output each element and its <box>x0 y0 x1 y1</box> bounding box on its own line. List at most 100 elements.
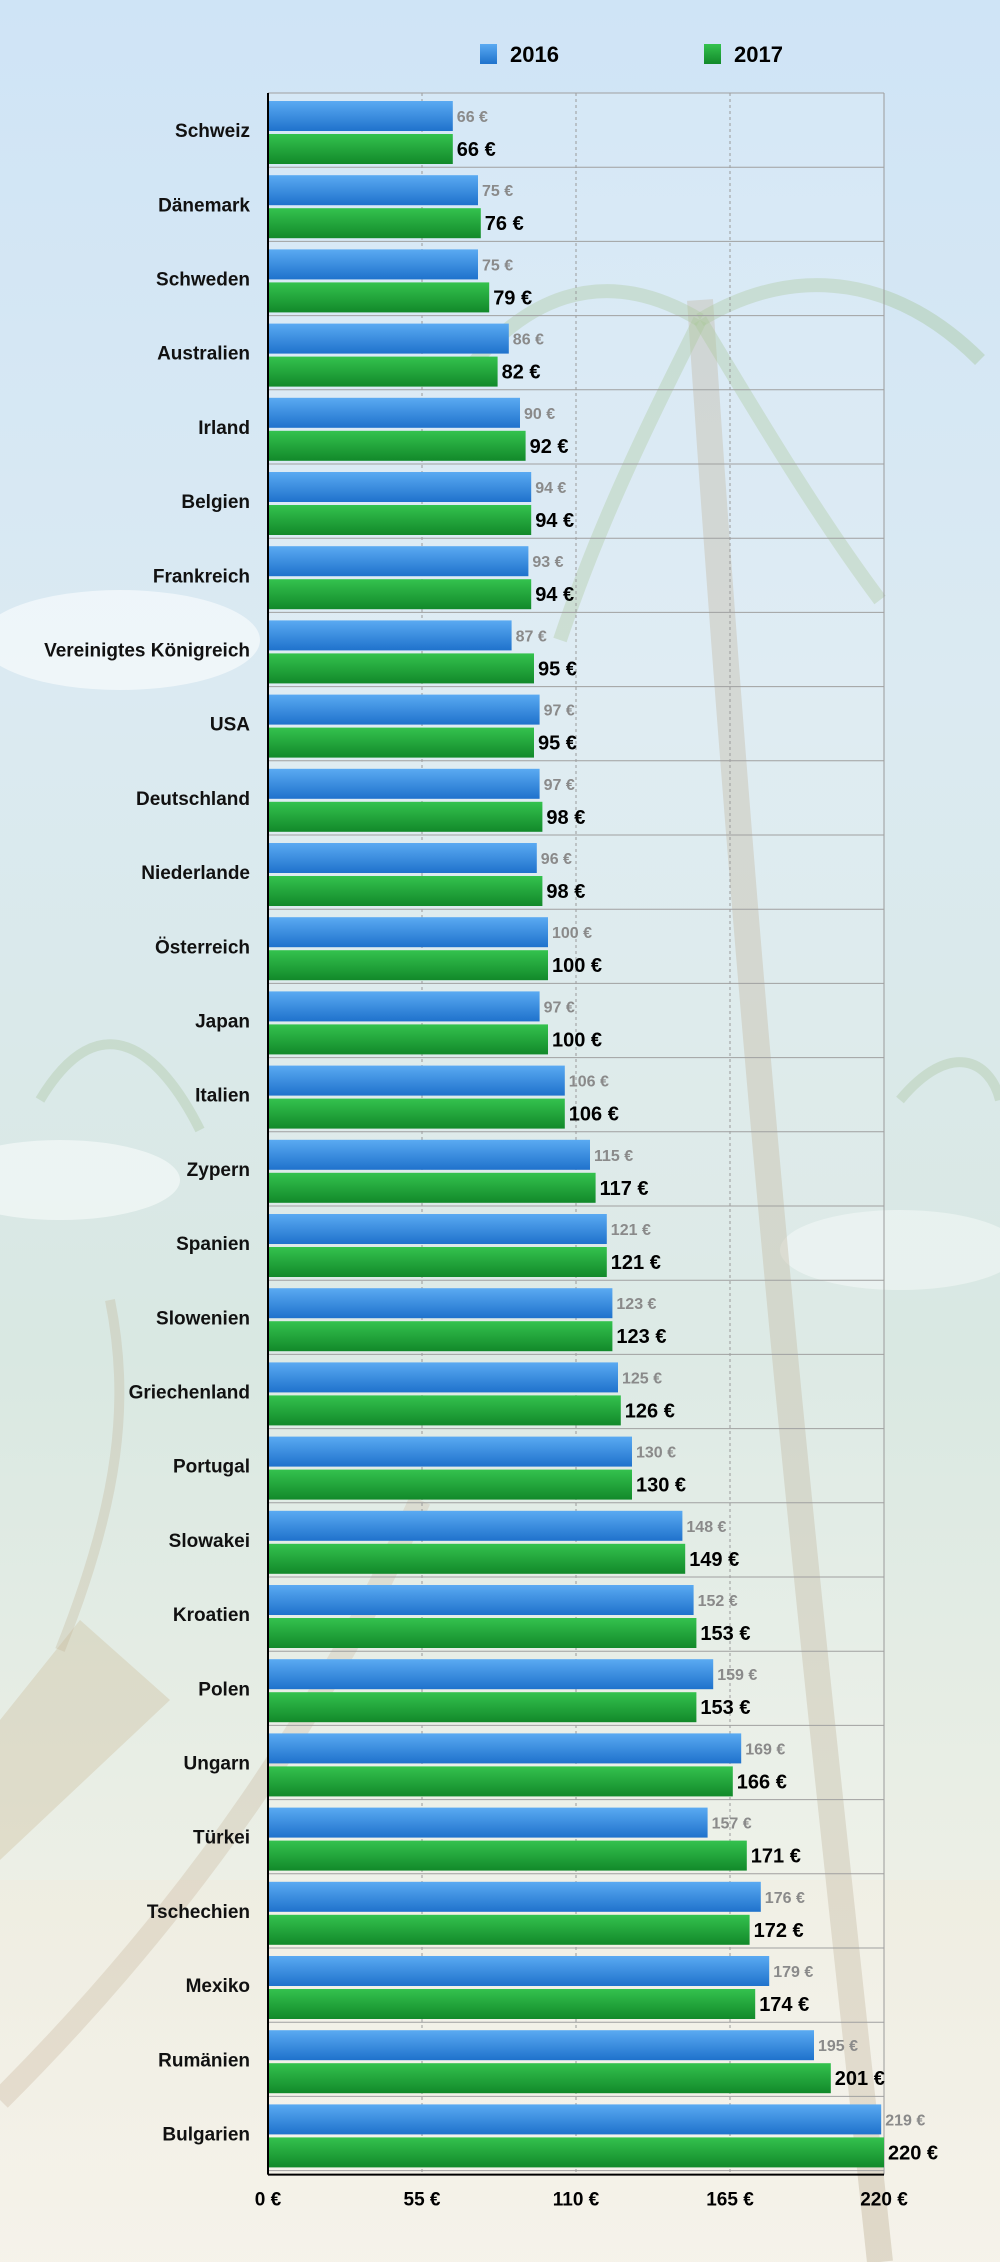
bar-2016 <box>268 1881 761 1912</box>
bar-2017 <box>268 727 534 758</box>
data-label-2017: 95 € <box>538 733 577 755</box>
bar-2016 <box>268 620 512 651</box>
category-label: Spanien <box>176 1234 250 1255</box>
data-label-2017: 172 € <box>754 1920 804 1942</box>
category-label: Kroatien <box>173 1605 250 1626</box>
data-label-2016: 115 € <box>594 1148 633 1165</box>
data-label-2016: 97 € <box>544 777 575 794</box>
bar-2017 <box>268 950 548 981</box>
category-label: Dänemark <box>158 195 250 216</box>
legend-label-2016: 2016 <box>510 42 559 67</box>
data-label-2016: 66 € <box>457 109 488 126</box>
bar-2016 <box>268 249 478 280</box>
data-label-2017: 153 € <box>700 1623 750 1645</box>
category-label: Irland <box>198 418 250 439</box>
bar-2017 <box>268 208 481 239</box>
data-label-2017: 130 € <box>636 1475 686 1497</box>
bar-2016 <box>268 1139 590 1170</box>
data-label-2016: 219 € <box>885 2112 925 2129</box>
bar-2017 <box>268 2137 884 2168</box>
bar-2017 <box>268 653 534 684</box>
bar-2016 <box>268 101 453 131</box>
category-label: Türkei <box>193 1828 250 1849</box>
data-label-2016: 152 € <box>698 1593 738 1610</box>
data-label-2017: 123 € <box>616 1326 666 1348</box>
x-tick-label: 0 € <box>255 2190 282 2211</box>
data-label-2017: 117 € <box>600 1178 649 1200</box>
bar-2016 <box>268 1733 742 1764</box>
bar-2017 <box>268 430 526 461</box>
bar-2016 <box>268 843 537 873</box>
x-tick-label: 165 € <box>706 2190 754 2211</box>
bar-2017 <box>268 1840 747 1871</box>
bar-2016 <box>268 1362 618 1393</box>
category-label: Frankreich <box>153 566 250 587</box>
bar-2017 <box>268 1098 565 1129</box>
bar-2016 <box>268 768 540 799</box>
category-label: Niederlande <box>141 863 250 884</box>
data-label-2017: 98 € <box>546 807 585 829</box>
bar-2017 <box>268 1395 621 1426</box>
data-label-2017: 121 € <box>611 1252 661 1274</box>
data-label-2017: 126 € <box>625 1400 675 1422</box>
data-label-2017: 94 € <box>535 510 574 532</box>
data-label-2017: 100 € <box>552 955 602 977</box>
bar-2016 <box>268 991 540 1022</box>
category-label: Belgien <box>181 492 250 513</box>
bar-2016 <box>268 2030 814 2061</box>
bar-2016 <box>268 397 520 428</box>
bar-2017 <box>268 579 532 610</box>
legend-swatch-2017 <box>704 44 721 64</box>
data-label-2016: 159 € <box>717 1667 757 1684</box>
data-label-2017: 98 € <box>546 881 585 903</box>
category-label: Tschechien <box>147 1902 250 1923</box>
data-label-2016: 94 € <box>535 480 566 497</box>
category-label: Slowenien <box>156 1308 250 1329</box>
bar-2016 <box>268 1436 632 1467</box>
bar-2017 <box>268 801 543 832</box>
category-label: Zypern <box>187 1160 250 1181</box>
bar-2016 <box>268 2104 882 2135</box>
data-label-2016: 195 € <box>818 2038 858 2055</box>
bar-2016 <box>268 1956 770 1986</box>
data-label-2016: 176 € <box>765 1890 805 1907</box>
data-label-2016: 179 € <box>773 1964 813 1981</box>
data-label-2016: 75 € <box>482 183 513 200</box>
bar-2017 <box>268 876 543 906</box>
bar-2017 <box>268 1247 607 1277</box>
bar-2016 <box>268 546 529 577</box>
category-label: Deutschland <box>136 789 250 810</box>
x-tick-label: 55 € <box>404 2190 441 2211</box>
data-label-2017: 220 € <box>888 2142 938 2164</box>
data-label-2017: 79 € <box>493 287 532 309</box>
data-label-2017: 166 € <box>737 1771 787 1793</box>
category-label: Bulgarien <box>162 2125 250 2146</box>
bar-2017 <box>268 1989 756 2019</box>
category-label: Schweiz <box>175 121 250 142</box>
category-label: Vereinigtes Königreich <box>44 641 250 662</box>
data-label-2016: 125 € <box>622 1370 662 1387</box>
data-label-2016: 96 € <box>541 851 572 868</box>
category-label: Polen <box>198 1679 250 1700</box>
data-label-2017: 92 € <box>530 436 569 458</box>
legend-swatch-2016 <box>480 44 497 64</box>
data-label-2016: 106 € <box>569 1074 609 1091</box>
bar-2017 <box>268 1766 733 1797</box>
data-label-2016: 100 € <box>552 925 592 942</box>
data-label-2016: 75 € <box>482 257 513 274</box>
category-label: Mexiko <box>186 1976 250 1997</box>
bar-2016 <box>268 1510 683 1541</box>
data-label-2016: 97 € <box>544 703 575 720</box>
data-label-2017: 149 € <box>689 1549 739 1571</box>
bar-2017 <box>268 1024 548 1055</box>
x-tick-label: 110 € <box>553 2190 600 2211</box>
data-label-2016: 93 € <box>532 554 563 571</box>
data-label-2017: 106 € <box>569 1104 619 1126</box>
category-label: Australien <box>157 344 250 365</box>
legend-label-2017: 2017 <box>734 42 783 67</box>
bar-2016 <box>268 1807 708 1838</box>
bar-2017 <box>268 1172 596 1203</box>
data-label-2016: 90 € <box>524 406 555 423</box>
bar-2017 <box>268 1692 697 1723</box>
